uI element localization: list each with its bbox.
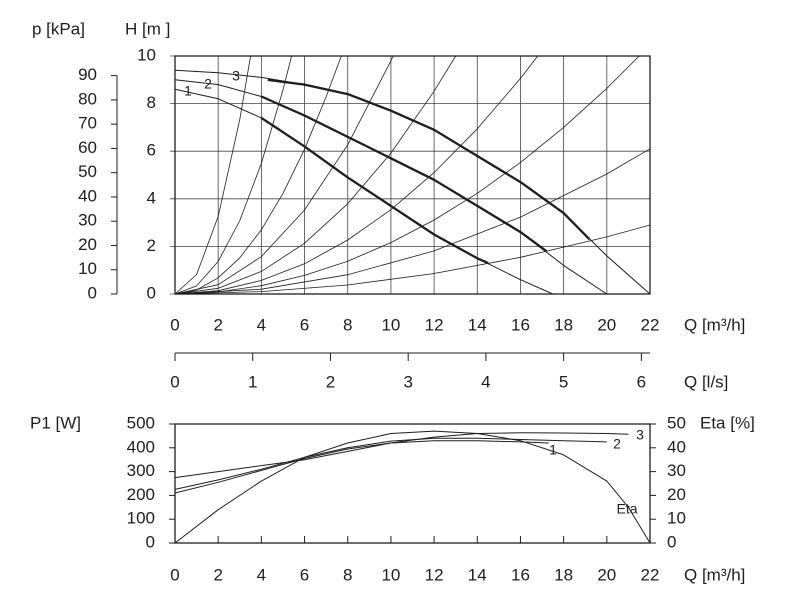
curve-label: 2 bbox=[613, 436, 621, 452]
x2-tick-label: 0 bbox=[170, 372, 179, 391]
p-axis-title: p [kPa] bbox=[32, 19, 85, 38]
power-curve bbox=[174, 440, 549, 494]
pump-curve bbox=[174, 88, 554, 295]
y-tick-label: 2 bbox=[147, 236, 156, 255]
power-curve bbox=[174, 437, 607, 490]
x-tick-label: 16 bbox=[511, 565, 530, 584]
y-tick-label: 6 bbox=[147, 141, 156, 160]
x2-tick-label: 6 bbox=[637, 372, 646, 391]
x-tick-label: 18 bbox=[554, 315, 573, 334]
x-tick-label: 20 bbox=[597, 565, 616, 584]
p-tick-label: 50 bbox=[78, 162, 97, 181]
system-curve bbox=[174, 148, 651, 295]
curve-label: 1 bbox=[184, 83, 192, 99]
p-tick-label: 80 bbox=[78, 89, 97, 108]
x-tick-label: 14 bbox=[468, 565, 487, 584]
plot-frame bbox=[174, 423, 651, 544]
y-tick-label: 500 bbox=[127, 413, 155, 432]
p-tick-label: 40 bbox=[78, 186, 97, 205]
x-tick-label: 2 bbox=[213, 315, 222, 334]
x-tick-label: 10 bbox=[381, 565, 400, 584]
x-tick-label: 2 bbox=[213, 565, 222, 584]
x-tick-label: 18 bbox=[554, 565, 573, 584]
x-tick-label: 12 bbox=[425, 565, 444, 584]
curve-label: 3 bbox=[232, 68, 240, 84]
system-curve bbox=[174, 224, 651, 295]
x2-tick-label: 2 bbox=[326, 372, 335, 391]
p-tick-label: 10 bbox=[78, 259, 97, 278]
x2-axis-title: Q [l/s] bbox=[684, 372, 728, 391]
system-curve bbox=[174, 55, 539, 295]
x-tick-label: 22 bbox=[641, 315, 660, 334]
y2-tick-label: 10 bbox=[667, 509, 686, 528]
operating-range bbox=[267, 78, 591, 241]
x-tick-label: 6 bbox=[300, 565, 309, 584]
system-curve bbox=[174, 55, 342, 295]
x-tick-label: 22 bbox=[641, 565, 660, 584]
x2-tick-label: 4 bbox=[481, 372, 490, 391]
y-tick-label: 10 bbox=[137, 45, 156, 64]
y-tick-label: 0 bbox=[147, 283, 156, 302]
system-curve bbox=[174, 55, 457, 295]
y-tick-label: 200 bbox=[127, 485, 155, 504]
y2-tick-label: 20 bbox=[667, 485, 686, 504]
y-tick-label: 0 bbox=[146, 532, 155, 551]
x2-tick-label: 1 bbox=[248, 372, 257, 391]
efficiency-curve bbox=[174, 430, 651, 544]
power-curve bbox=[174, 432, 629, 479]
y-tick-label: 300 bbox=[127, 461, 155, 480]
y-axis-title: H [m ] bbox=[125, 19, 170, 38]
x-tick-label: 6 bbox=[300, 315, 309, 334]
x2-tick-label: 5 bbox=[559, 372, 568, 391]
x-tick-label: 14 bbox=[468, 315, 487, 334]
x-axis-title: Q [m³/h] bbox=[684, 315, 745, 334]
curve-label: Eta bbox=[616, 501, 637, 517]
p-tick-label: 60 bbox=[78, 138, 97, 157]
y-axis-title: P1 [W] bbox=[30, 413, 81, 432]
system-curve bbox=[174, 55, 394, 295]
x-tick-label: 12 bbox=[425, 315, 444, 334]
p-tick-label: 90 bbox=[78, 65, 97, 84]
plot-frame bbox=[174, 55, 651, 295]
system-curve bbox=[174, 55, 640, 295]
y-tick-label: 4 bbox=[147, 188, 156, 207]
p-tick-label: 20 bbox=[78, 235, 97, 254]
y2-tick-label: 50 bbox=[667, 413, 686, 432]
x-tick-label: 0 bbox=[170, 315, 179, 334]
operating-range bbox=[260, 116, 489, 265]
x2-tick-label: 3 bbox=[403, 372, 412, 391]
x-tick-label: 4 bbox=[257, 315, 266, 334]
p-tick-label: 70 bbox=[78, 114, 97, 133]
x-tick-label: 20 bbox=[597, 315, 616, 334]
x-tick-label: 8 bbox=[343, 565, 352, 584]
y-tick-label: 8 bbox=[147, 93, 156, 112]
operating-range bbox=[260, 95, 548, 253]
p-tick-label: 0 bbox=[88, 283, 97, 302]
y-tick-label: 100 bbox=[127, 509, 155, 528]
x-axis-title: Q [m³/h] bbox=[684, 565, 745, 584]
x-tick-label: 8 bbox=[343, 315, 352, 334]
x-tick-label: 16 bbox=[511, 315, 530, 334]
p-tick-label: 30 bbox=[78, 211, 97, 230]
curve-label: 3 bbox=[636, 427, 644, 443]
y2-tick-label: 0 bbox=[667, 532, 676, 551]
curve-label: 1 bbox=[549, 442, 557, 458]
curve-label: 2 bbox=[204, 76, 212, 92]
x-tick-label: 4 bbox=[257, 565, 266, 584]
y2-tick-label: 30 bbox=[667, 461, 686, 480]
system-curve bbox=[174, 55, 251, 295]
x-tick-label: 10 bbox=[381, 315, 400, 334]
system-curve bbox=[174, 55, 292, 295]
y2-tick-label: 40 bbox=[667, 437, 686, 456]
y-tick-label: 400 bbox=[127, 437, 155, 456]
y2-axis-title: Eta [%] bbox=[700, 413, 755, 432]
x-tick-label: 0 bbox=[170, 565, 179, 584]
